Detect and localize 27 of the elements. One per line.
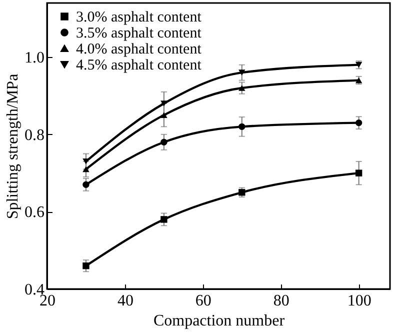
x-tick-label: 60 xyxy=(195,292,212,310)
legend-label: 3.0% asphalt content xyxy=(76,10,202,26)
y-tick-label: 1.0 xyxy=(24,50,44,67)
point xyxy=(355,119,362,126)
x-tick-label: 40 xyxy=(117,292,134,310)
y-tick-label: 0.6 xyxy=(24,204,44,222)
point xyxy=(160,100,168,106)
point xyxy=(238,123,246,130)
y-axis-title: Splitting strength/MPa xyxy=(4,74,22,220)
point xyxy=(82,181,90,188)
legend-label: 3.5% asphalt content xyxy=(76,26,202,42)
point xyxy=(160,138,168,146)
point xyxy=(160,216,168,223)
point xyxy=(238,189,246,196)
y-tick-label: 0.8 xyxy=(24,126,44,144)
x-tick-label: 100 xyxy=(347,292,372,310)
legend-label: 4.0% asphalt content xyxy=(76,42,202,58)
x-axis-title: Compaction number xyxy=(153,312,286,330)
x-tick-label: 20 xyxy=(40,292,56,310)
point xyxy=(355,170,362,176)
point xyxy=(82,262,90,270)
point xyxy=(238,70,246,76)
point xyxy=(238,85,246,91)
point xyxy=(160,112,168,118)
point xyxy=(82,166,90,172)
legend-label: 4.5% asphalt content xyxy=(76,58,202,74)
x-tick-label: 80 xyxy=(273,292,290,310)
